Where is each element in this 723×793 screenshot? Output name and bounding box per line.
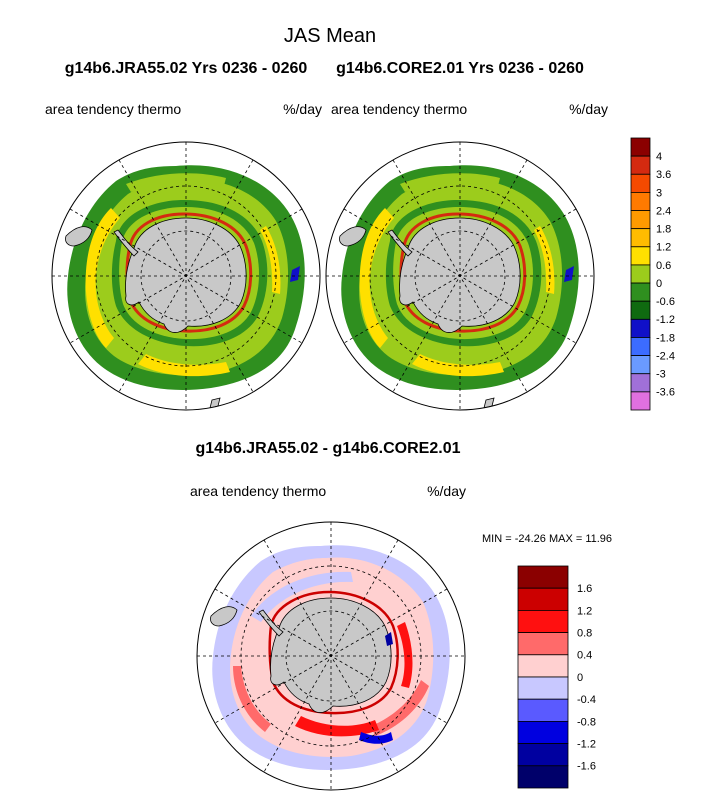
top-colorbar-tick-label: 3 <box>656 187 662 199</box>
bottom-colorbar-tick-label: 0.8 <box>577 627 592 639</box>
bottom-colorbar-tick-label: -1.6 <box>577 761 596 773</box>
bottom-colorbar-swatch <box>517 721 569 745</box>
top-colorbar-tick-label: -2.4 <box>656 350 675 362</box>
top-colorbar-tick-label: 4 <box>656 151 662 163</box>
bottom-colorbar-tick-label: -0.8 <box>577 716 596 728</box>
top-colorbar: 4 3.6 3 2.4 1.8 1.2 0.6 0 -0.6 -1.2 -1.8 -2.4 -3 -3.6 <box>630 137 675 411</box>
bottom-colorbar-swatch <box>517 565 569 589</box>
top-colorbar-tick-label: 2.4 <box>656 205 671 217</box>
left-polar-map <box>51 141 321 411</box>
top-colorbar-swatch <box>630 210 651 230</box>
top-colorbar-swatch <box>630 391 651 411</box>
top-colorbar-tick-label: 3.6 <box>656 169 671 181</box>
top-colorbar-swatch <box>630 373 651 393</box>
figure-title: JAS Mean <box>284 25 376 47</box>
top-colorbar-tick-label: -3.6 <box>656 387 675 399</box>
right-polar-map <box>325 141 595 411</box>
bottom-colorbar-swatch <box>517 610 569 634</box>
bottom-colorbar-tick-label: 0.4 <box>577 650 592 662</box>
bottom-colorbar-tick-label: -1.2 <box>577 738 596 750</box>
left-run-title: g14b6.JRA55.02 Yrs 0236 - 0260 <box>65 60 308 77</box>
bottom-colorbar-swatch <box>517 698 569 722</box>
top-colorbar-swatch <box>630 228 651 248</box>
top-colorbar-tick-label: -1.8 <box>656 332 675 344</box>
bottom-colorbar-swatch <box>517 654 569 678</box>
bottom-colorbar-swatch <box>517 765 569 789</box>
top-colorbar-tick-label: -1.2 <box>656 314 675 326</box>
top-colorbar-swatch <box>630 155 651 175</box>
bottom-colorbar: 1.6 1.2 0.8 0.4 0 -0.4 -0.8 -1.2 -1.6 <box>517 565 596 789</box>
min-max-label: MIN = -24.26 MAX = 11.96 <box>482 533 612 545</box>
top-colorbar-swatch <box>630 246 651 266</box>
top-colorbar-swatch <box>630 173 651 193</box>
top-colorbar-tick-label: 1.8 <box>656 224 671 236</box>
top-colorbar-swatch <box>630 318 651 338</box>
bottom-colorbar-tick-label: -0.4 <box>577 694 596 706</box>
bottom-colorbar-swatch <box>517 587 569 611</box>
diff-variable-label: area tendency thermo <box>190 483 326 499</box>
top-colorbar-swatch <box>630 282 651 302</box>
difference-polar-map <box>196 521 466 791</box>
top-colorbar-tick-label: -0.6 <box>656 296 675 308</box>
right-units-label: %/day <box>569 101 608 117</box>
diff-units-label: %/day <box>427 483 466 499</box>
right-variable-label: area tendency thermo <box>331 101 467 117</box>
top-colorbar-tick-label: 0.6 <box>656 260 671 272</box>
bottom-colorbar-swatch <box>517 743 569 767</box>
top-colorbar-swatch <box>630 191 651 211</box>
bottom-colorbar-tick-label: 1.6 <box>577 583 592 595</box>
top-colorbar-tick-label: 1.2 <box>656 242 671 254</box>
bottom-colorbar-tick-label: 0 <box>577 672 583 684</box>
bottom-colorbar-swatch <box>517 676 569 700</box>
top-colorbar-swatch <box>630 264 651 284</box>
top-colorbar-swatch <box>630 300 651 320</box>
top-colorbar-swatch <box>630 355 651 375</box>
bottom-colorbar-tick-label: 1.2 <box>577 605 592 617</box>
right-run-title: g14b6.CORE2.01 Yrs 0236 - 0260 <box>336 60 584 77</box>
top-colorbar-tick-label: 0 <box>656 278 662 290</box>
bottom-colorbar-swatch <box>517 632 569 656</box>
left-units-label: %/day <box>283 101 322 117</box>
left-variable-label: area tendency thermo <box>45 101 181 117</box>
top-colorbar-tick-label: -3 <box>656 369 666 381</box>
top-colorbar-swatch <box>630 137 651 157</box>
top-colorbar-swatch <box>630 337 651 357</box>
difference-title: g14b6.JRA55.02 - g14b6.CORE2.01 <box>195 440 460 457</box>
